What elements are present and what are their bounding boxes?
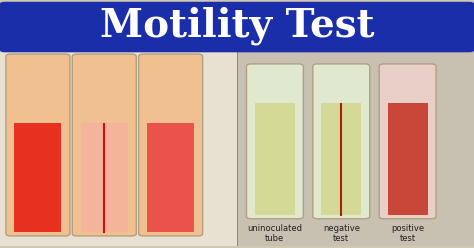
FancyBboxPatch shape — [379, 64, 436, 219]
Bar — [0, 49, 237, 246]
Bar — [388, 103, 428, 215]
Text: negative
test: negative test — [323, 224, 360, 243]
Bar — [147, 123, 194, 232]
FancyBboxPatch shape — [246, 64, 303, 219]
Bar — [81, 123, 128, 232]
Bar — [237, 49, 474, 246]
Text: Motility Test: Motility Test — [100, 6, 374, 45]
Text: positive
test: positive test — [391, 224, 424, 243]
FancyBboxPatch shape — [72, 54, 136, 236]
FancyBboxPatch shape — [6, 54, 70, 236]
Bar — [255, 103, 295, 215]
FancyBboxPatch shape — [0, 2, 474, 52]
Bar — [321, 103, 361, 215]
Bar — [15, 123, 62, 232]
FancyBboxPatch shape — [313, 64, 370, 219]
FancyBboxPatch shape — [138, 54, 202, 236]
Text: uninoculated
tube: uninoculated tube — [247, 224, 302, 243]
Bar — [237, 49, 238, 246]
